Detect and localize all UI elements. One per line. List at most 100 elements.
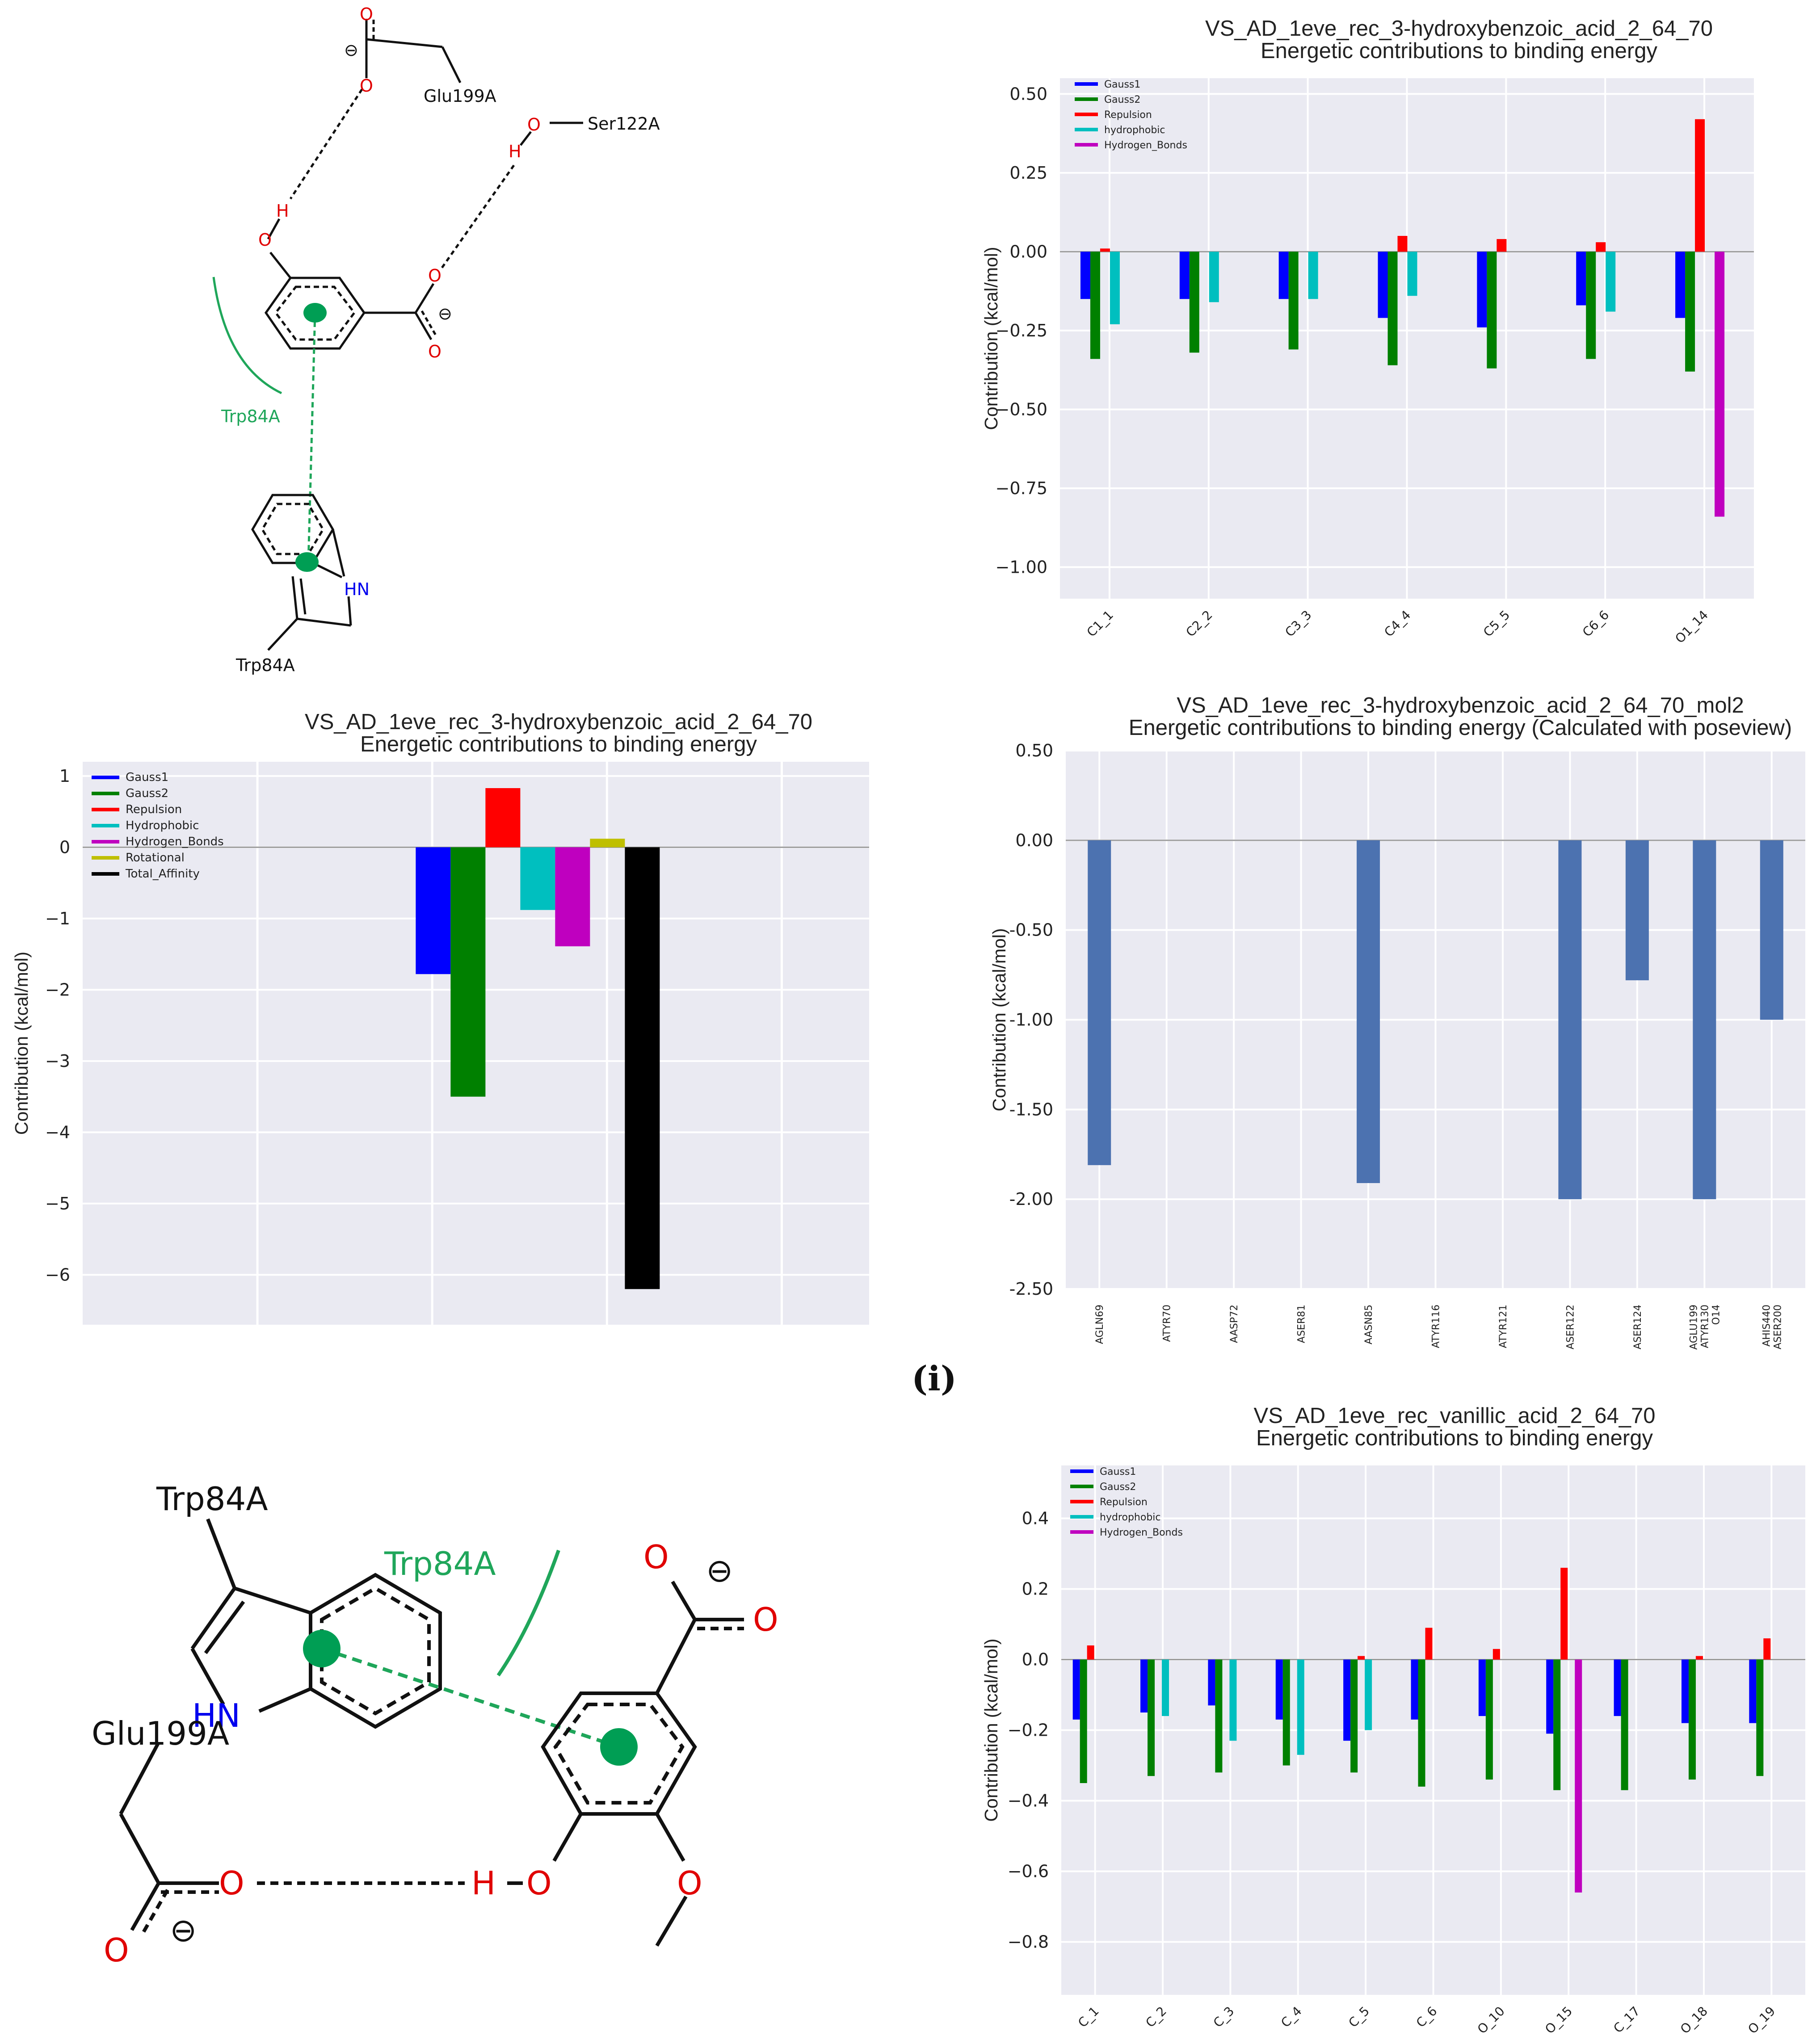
y-tick-label: −0.50 <box>996 399 1047 419</box>
bond <box>332 529 345 577</box>
atom-o: O <box>428 266 441 285</box>
y-tick-label: -2.50 <box>1009 1279 1053 1299</box>
bond <box>655 1813 685 1862</box>
bond <box>366 38 443 48</box>
residue-label-trp84a: Trp84A <box>156 1480 268 1518</box>
bar-residue <box>1760 840 1783 1020</box>
hydrophobic-residue-label: Trp84A <box>221 407 280 426</box>
bar-repulsion <box>485 788 521 848</box>
ring-centroid <box>303 1630 341 1667</box>
bar-gauss1 <box>1278 252 1289 299</box>
x-tick-label: C_1 <box>1075 2004 1102 2031</box>
y-tick-label: −6 <box>45 1265 70 1284</box>
indole-benzene-ring <box>251 494 334 564</box>
atom-o: O <box>360 4 373 24</box>
molecule-1-labels: O O ⊖ Glu199A O Ser122A H H O O ⊖ O Trp8… <box>221 4 660 675</box>
y-tick-label: −5 <box>45 1194 70 1213</box>
bar-gauss1 <box>1080 252 1090 299</box>
bar-gauss2 <box>1215 1659 1223 1773</box>
molecule-1-centroids <box>295 303 327 572</box>
bar-hydrophobic <box>1110 252 1120 324</box>
legend-label: Gauss1 <box>1100 1466 1136 1477</box>
x-tick-label: C2_2 <box>1183 608 1215 640</box>
y-tick-label: -0.50 <box>1009 920 1053 940</box>
bond <box>291 576 298 619</box>
bar-hydrogen_bonds <box>1575 1659 1582 1893</box>
bar-gauss1 <box>1675 252 1686 318</box>
bond <box>204 1600 245 1654</box>
y-tick-label: −1 <box>45 909 70 928</box>
bond <box>269 252 291 279</box>
bar-repulsion <box>1397 236 1408 252</box>
benzene-ring <box>264 277 366 350</box>
bar-total_affinity <box>625 847 660 1289</box>
y-tick-label: 0.0 <box>1022 1650 1049 1670</box>
y-tick-label: 0.4 <box>1022 1509 1049 1528</box>
bar-repulsion <box>1596 242 1606 252</box>
atom-o: O <box>104 1931 129 1969</box>
bond <box>414 283 435 314</box>
bar-gauss2 <box>1387 252 1398 365</box>
y-tick-label: 0.00 <box>1009 242 1047 261</box>
bond <box>420 310 437 336</box>
atom-hn: HN <box>344 579 370 599</box>
atom-o: O <box>219 1864 244 1902</box>
bond <box>258 1687 311 1713</box>
x-tick-label: C_2 <box>1143 2004 1169 2031</box>
charge-minus: ⊖ <box>170 1911 197 1949</box>
legend-label: Repulsion <box>126 803 182 816</box>
bond <box>267 218 281 240</box>
bar-repulsion <box>1497 239 1507 252</box>
bond <box>655 1619 697 1694</box>
y-tick-label: 0.25 <box>1009 163 1047 183</box>
bar-gauss2 <box>1189 252 1199 353</box>
x-tick-label: AGLN69 <box>1094 1305 1106 1344</box>
y-axis-label: Contribution (kcal/mol) <box>989 928 1009 1111</box>
y-tick-label: -2.00 <box>1009 1189 1053 1209</box>
bar-gauss1 <box>1208 1659 1215 1706</box>
x-tick-label: ATYR130 <box>1699 1305 1711 1348</box>
legend-label: Gauss1 <box>126 771 168 784</box>
ring-centroid <box>295 552 319 572</box>
x-tick-label: C_17 <box>1610 2004 1643 2036</box>
aromatic-circle <box>261 503 324 555</box>
bar-gauss2 <box>1685 252 1695 372</box>
y-tick-label: −0.75 <box>996 478 1047 498</box>
y-tick-label: 0 <box>59 837 70 857</box>
aromatic-circle <box>274 285 356 341</box>
y-tick-label: -1.50 <box>1009 1100 1053 1119</box>
hbond-ser122 <box>439 164 515 271</box>
bar-gauss2 <box>1090 252 1100 359</box>
legend-label: hydrophobic <box>1104 125 1165 136</box>
y-tick-label: −4 <box>45 1122 70 1142</box>
x-tick-label: ATYR121 <box>1498 1305 1509 1348</box>
x-tick-label: C4_4 <box>1381 608 1413 640</box>
bar-gauss2 <box>1485 1659 1493 1780</box>
ring-centroid <box>303 303 327 323</box>
chart-subtitle: Energetic contributions to binding energ… <box>1261 39 1658 63</box>
bar-gauss2 <box>1080 1659 1087 1783</box>
x-tick-label: O1_14 <box>1672 608 1711 646</box>
x-tick-label: ASER124 <box>1632 1305 1644 1349</box>
chart-term-contributions-3-hydroxybenzoic: VS_AD_1eve_rec_3-hydroxybenzoic_acid_2_6… <box>11 710 869 1325</box>
bar-repulsion <box>1695 1656 1703 1660</box>
atom-h: H <box>276 201 289 221</box>
bond <box>190 1648 225 1705</box>
bar-gauss1 <box>1614 1659 1621 1716</box>
atom-o: O <box>258 230 272 250</box>
bond <box>520 131 532 146</box>
bond <box>671 1580 697 1621</box>
legend-label: Hydrogen_Bonds <box>1100 1527 1183 1538</box>
bar-gauss1 <box>1343 1659 1351 1741</box>
atom-h: H <box>471 1864 496 1902</box>
x-tick-label: C3_3 <box>1282 608 1314 640</box>
bar-gauss1 <box>416 847 451 974</box>
chart-subtitle: Energetic contributions to binding energ… <box>1129 716 1792 740</box>
chart-atom-contributions-vanillic: VS_AD_1eve_rec_vanillic_acid_2_64_70Ener… <box>981 1404 1805 2037</box>
bar-gauss1 <box>1477 252 1487 327</box>
x-tick-label: C6_6 <box>1580 608 1612 640</box>
bar-repulsion <box>1695 119 1705 252</box>
bar-gauss1 <box>1681 1659 1689 1723</box>
bond <box>347 596 352 626</box>
